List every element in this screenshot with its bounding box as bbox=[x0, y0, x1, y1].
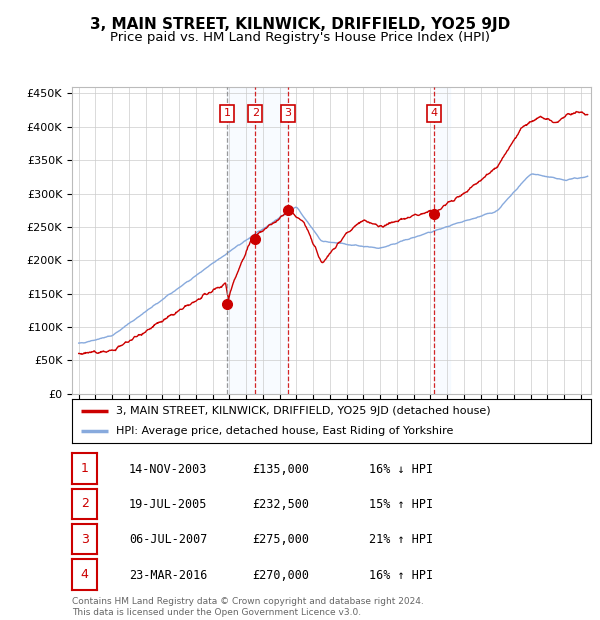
Bar bbox=[434, 87, 451, 394]
Text: 3: 3 bbox=[80, 533, 89, 546]
Text: 1: 1 bbox=[80, 462, 89, 475]
Text: £135,000: £135,000 bbox=[252, 463, 309, 476]
Text: 16% ↓ HPI: 16% ↓ HPI bbox=[369, 463, 433, 476]
Bar bbox=[227, 87, 288, 394]
Text: HPI: Average price, detached house, East Riding of Yorkshire: HPI: Average price, detached house, East… bbox=[116, 426, 454, 436]
Text: 06-JUL-2007: 06-JUL-2007 bbox=[129, 533, 208, 546]
Text: 4: 4 bbox=[431, 108, 437, 118]
Text: 3, MAIN STREET, KILNWICK, DRIFFIELD, YO25 9JD (detached house): 3, MAIN STREET, KILNWICK, DRIFFIELD, YO2… bbox=[116, 405, 491, 416]
Text: Contains HM Land Registry data © Crown copyright and database right 2024.
This d: Contains HM Land Registry data © Crown c… bbox=[72, 598, 424, 617]
Text: 3, MAIN STREET, KILNWICK, DRIFFIELD, YO25 9JD: 3, MAIN STREET, KILNWICK, DRIFFIELD, YO2… bbox=[90, 17, 510, 32]
Text: 21% ↑ HPI: 21% ↑ HPI bbox=[369, 533, 433, 546]
Text: 14-NOV-2003: 14-NOV-2003 bbox=[129, 463, 208, 476]
Text: 4: 4 bbox=[80, 568, 89, 581]
Text: £270,000: £270,000 bbox=[252, 569, 309, 582]
Text: 16% ↑ HPI: 16% ↑ HPI bbox=[369, 569, 433, 582]
Text: 3: 3 bbox=[284, 108, 292, 118]
Text: 2: 2 bbox=[80, 497, 89, 510]
Text: 19-JUL-2005: 19-JUL-2005 bbox=[129, 498, 208, 511]
Text: Price paid vs. HM Land Registry's House Price Index (HPI): Price paid vs. HM Land Registry's House … bbox=[110, 31, 490, 44]
Text: 23-MAR-2016: 23-MAR-2016 bbox=[129, 569, 208, 582]
Text: £275,000: £275,000 bbox=[252, 533, 309, 546]
Text: £232,500: £232,500 bbox=[252, 498, 309, 511]
Text: 2: 2 bbox=[252, 108, 259, 118]
Text: 1: 1 bbox=[224, 108, 230, 118]
Text: 15% ↑ HPI: 15% ↑ HPI bbox=[369, 498, 433, 511]
